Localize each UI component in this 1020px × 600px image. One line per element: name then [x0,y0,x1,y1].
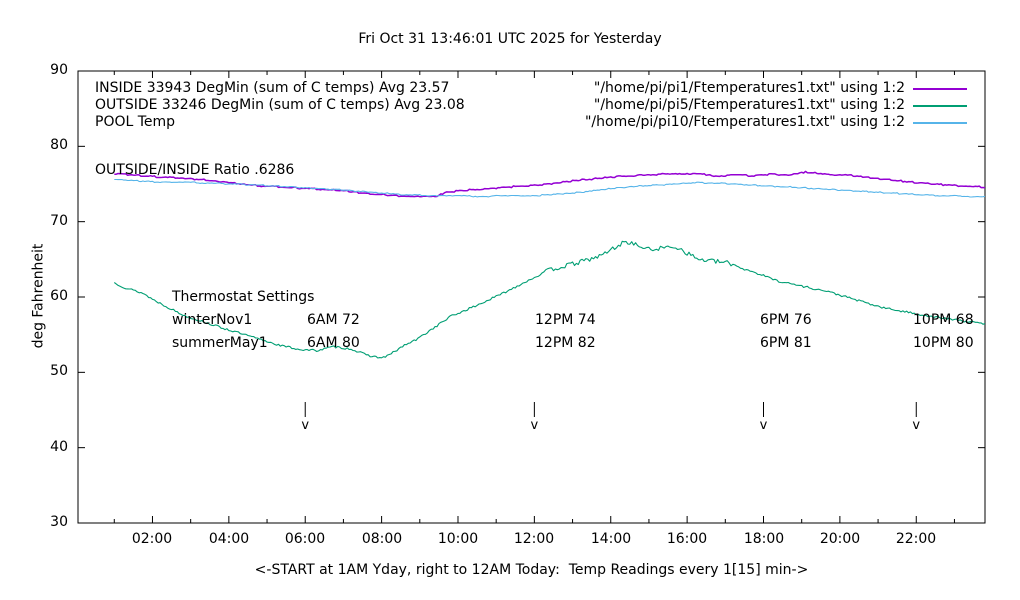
setting-10pm: 10PM 80 [913,335,974,351]
x-tick-label: 20:00 [819,531,861,547]
x-tick-label: 02:00 [131,531,173,547]
y-tick-label: 80 [50,137,68,153]
x-tick-label: 14:00 [590,531,632,547]
legend-series-label: POOL Temp [95,114,176,130]
setting-6pm: 6PM 76 [760,312,812,328]
thermostat-heading: Thermostat Settings [172,289,315,305]
x-tick-label: 04:00 [208,531,250,547]
x-tick-label: 08:00 [361,531,403,547]
thermostat-summer-row: summerMay1 6AM 80 12PM 82 6PM 81 10PM 80 [0,335,1020,352]
x-axis-label: <-START at 1AM Yday, right to 12AM Today… [254,562,809,578]
legend-source-path: "/home/pi/pi10/Ftemperatures1.txt" using… [584,114,905,130]
y-tick-label: 50 [50,363,68,379]
x-tick-label: 16:00 [666,531,708,547]
x-tick-label: 22:00 [895,531,937,547]
thermostat-winter-row: winterNov1 6AM 72 12PM 74 6PM 76 10PM 68 [0,312,1020,329]
legend-line-swatch [913,105,967,107]
svg-text:v: v [531,418,539,433]
legend-series-label: OUTSIDE 33246 DegMin (sum of C temps) Av… [95,97,465,113]
y-tick-label: 30 [50,514,68,530]
y-tick-label: 90 [50,62,68,78]
x-tick-label: 06:00 [284,531,326,547]
svg-text:v: v [760,418,768,433]
ratio-annotation: OUTSIDE/INSIDE Ratio .6286 [95,162,295,178]
legend-source-path: "/home/pi/pi1/Ftemperatures1.txt" using … [593,80,905,96]
setting-10pm: 10PM 68 [913,312,974,328]
legend-source-path: "/home/pi/pi5/Ftemperatures1.txt" using … [593,97,905,113]
setting-6pm: 6PM 81 [760,335,812,351]
legend-row-outside: OUTSIDE 33246 DegMin (sum of C temps) Av… [0,97,1020,114]
legend-series-label: INSIDE 33943 DegMin (sum of C temps) Avg… [95,80,450,96]
plot-title: Fri Oct 31 13:46:01 UTC 2025 for Yesterd… [358,31,662,47]
x-tick-label: 18:00 [743,531,785,547]
thermostat-heading-row: Thermostat Settings [0,289,1020,306]
svg-text:v: v [301,418,309,433]
x-tick-label: 10:00 [437,531,479,547]
season-label: winterNov1 [172,312,253,328]
setting-12pm: 12PM 82 [535,335,596,351]
legend-row-pool: POOL Temp "/home/pi/pi10/Ftemperatures1.… [0,114,1020,131]
svg-text:v: v [912,418,920,433]
x-tick-label: 12:00 [513,531,555,547]
y-tick-label: 70 [50,213,68,229]
setting-12pm: 12PM 74 [535,312,596,328]
setting-6am: 6AM 80 [307,335,360,351]
season-label: summerMay1 [172,335,268,351]
y-tick-label: 60 [50,288,68,304]
legend-line-swatch [913,122,967,124]
legend-row-inside: INSIDE 33943 DegMin (sum of C temps) Avg… [0,80,1020,97]
y-tick-label: 40 [50,439,68,455]
setting-6am: 6AM 72 [307,312,360,328]
legend-line-swatch [913,88,967,90]
